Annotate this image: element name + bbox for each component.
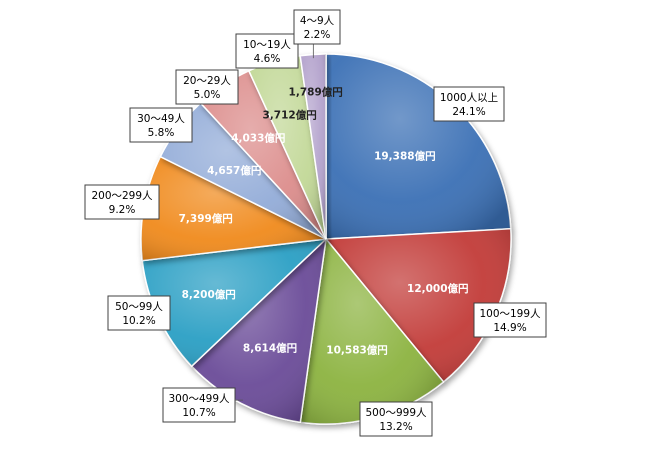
callout-box	[293, 9, 341, 45]
category-callout: 4〜9人 2.2%	[293, 9, 341, 45]
category-callout: 20〜29人 5.0%	[175, 69, 239, 105]
callout-box	[433, 86, 505, 122]
slice-value-label: 8,614億円	[243, 342, 297, 355]
category-callouts: 1000人以上 24.1% 100〜199人 14.9% 500〜999人 13.2% 30…	[84, 9, 547, 437]
slice-value-label: 4,033億円	[231, 131, 285, 144]
pie-slices	[140, 53, 512, 425]
slice-value-label: 10,583億円	[326, 343, 388, 356]
percent-label: 5.0%	[194, 89, 221, 101]
slice-value-label: 7,399億円	[179, 212, 233, 225]
slice-value-label: 8,200億円	[182, 288, 236, 301]
pie-slice-shading	[326, 54, 511, 239]
percent-label: 9.2%	[109, 204, 136, 216]
pie-slice-shading	[141, 156, 326, 261]
leader-lines	[235, 44, 314, 401]
percent-label: 13.2%	[379, 421, 412, 433]
pie-slice-shading	[248, 55, 326, 239]
category-label: 20〜29人	[183, 75, 231, 87]
callout-box	[129, 107, 193, 143]
pie-slice-shading	[326, 228, 511, 382]
pie-slice-shading	[142, 239, 326, 367]
pie-slice-shading	[160, 103, 326, 239]
pie-slice-shading	[300, 54, 326, 239]
category-label: 200〜299人	[91, 190, 153, 202]
percent-label: 24.1%	[452, 106, 485, 118]
category-label: 300〜499人	[168, 393, 230, 405]
category-callout: 100〜199人 14.9%	[473, 302, 547, 338]
category-callout: 10〜19人 4.6%	[235, 33, 299, 69]
category-label: 50〜99人	[115, 301, 163, 313]
category-label: 500〜999人	[365, 407, 427, 419]
slice-value-label: 3,712億円	[262, 109, 316, 122]
callout-box	[162, 387, 236, 423]
slice-value-label: 12,000億円	[407, 282, 469, 295]
callout-box	[473, 302, 547, 338]
callout-box	[359, 401, 433, 437]
category-callout: 1000人以上 24.1%	[433, 86, 505, 122]
slice-value-label: 4,657億円	[207, 164, 261, 177]
value-labels: 19,388億円 12,000億円 10,583億円 8,614億円 8,200億円 7,…	[179, 85, 469, 356]
percent-label: 4.6%	[254, 53, 281, 65]
slice-value-label: 1,789億円	[289, 85, 343, 98]
category-label: 30〜49人	[137, 113, 185, 125]
callout-box	[235, 33, 299, 69]
category-label: 100〜199人	[479, 308, 541, 320]
callout-box	[175, 69, 239, 105]
category-label: 1000人以上	[440, 92, 498, 104]
percent-label: 2.2%	[304, 29, 331, 41]
pie-slice-shading	[191, 239, 326, 423]
percent-label: 10.2%	[122, 315, 155, 327]
percent-label: 14.9%	[493, 322, 526, 334]
category-label: 10〜19人	[243, 39, 291, 51]
category-callout: 500〜999人 13.2%	[359, 401, 433, 437]
percent-label: 5.8%	[148, 127, 175, 139]
category-callout: 300〜499人 10.7%	[162, 387, 236, 423]
pie-slice-shading	[200, 70, 326, 240]
slice-value-label: 19,388億円	[374, 150, 436, 163]
percent-label: 10.7%	[182, 407, 215, 419]
category-callout: 30〜49人 5.8%	[129, 107, 193, 143]
category-callout: 200〜299人 9.2%	[84, 184, 160, 220]
callout-box	[107, 295, 171, 331]
pie-slice-shading	[300, 239, 444, 424]
category-callout: 50〜99人 10.2%	[107, 295, 171, 331]
category-label: 4〜9人	[300, 15, 335, 27]
callout-box	[84, 184, 160, 220]
